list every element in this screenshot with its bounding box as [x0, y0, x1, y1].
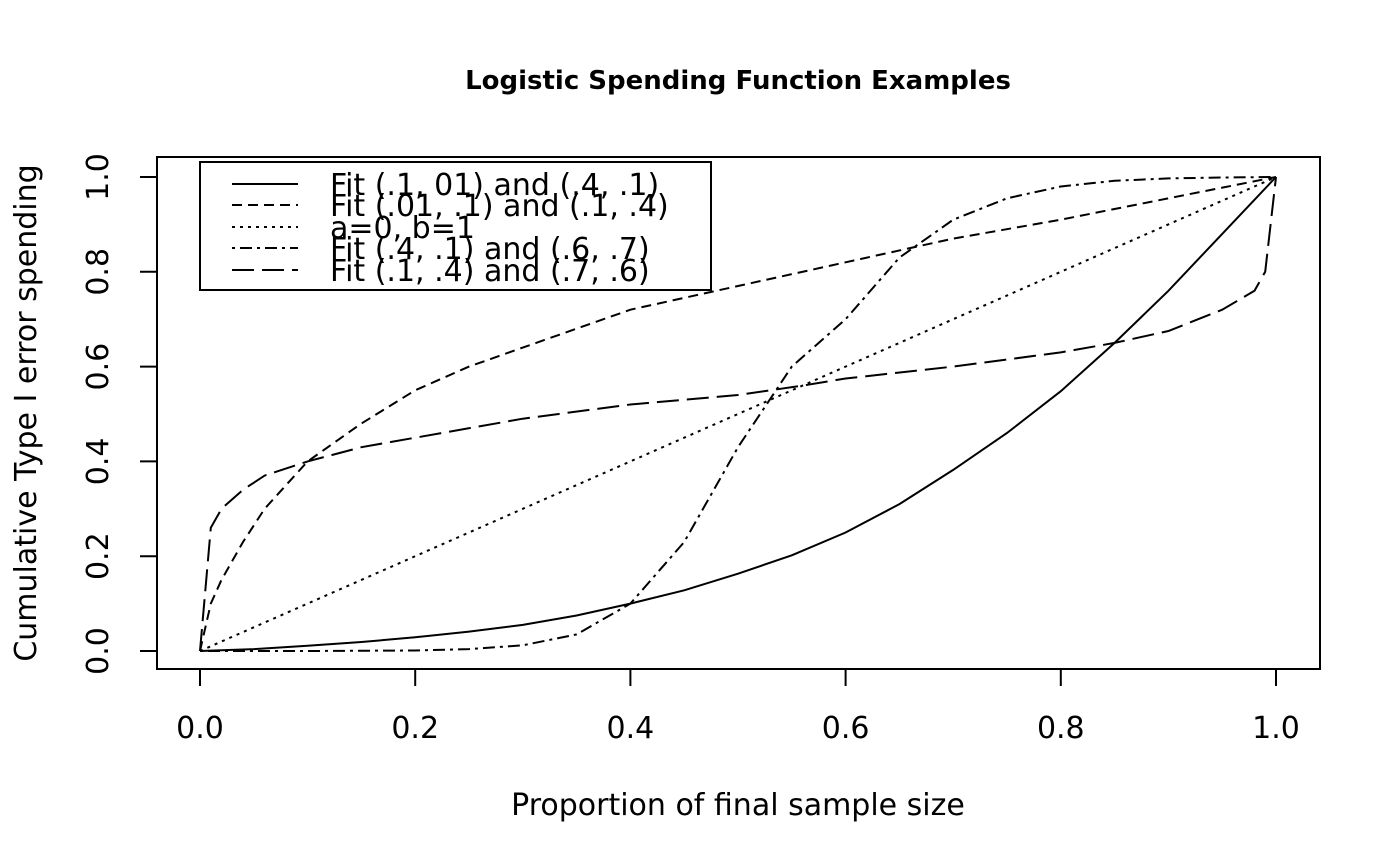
- y-tick-label: 0.4: [81, 438, 116, 486]
- series-line-4: [200, 176, 1277, 652]
- y-axis: 0.0 0.2 0.4 0.6 0.8 1.0: [81, 153, 158, 675]
- series-line-5: [199, 176, 1277, 652]
- legend-label-4: Fit (.4, .1) and (.6, .7): [330, 232, 650, 267]
- legend-label-2: Fit (.01, .1) and (.1, .4): [330, 189, 669, 224]
- series-group: [199, 176, 1277, 652]
- y-tick-label: 0.8: [81, 248, 116, 296]
- legend-box: [199, 161, 712, 291]
- x-axis: 0.0 0.2 0.4 0.6 0.8 1.0: [176, 668, 1300, 746]
- legend-label-5: Fit (.1, .4) and (.7, .6): [330, 254, 650, 289]
- y-tick-label: 0.6: [81, 343, 116, 391]
- x-tick-label: 0.2: [391, 711, 439, 746]
- x-tick-label: 0.0: [176, 711, 224, 746]
- x-tick-label: 0.4: [607, 711, 655, 746]
- chart-title: Logistic Spending Function Examples: [465, 66, 1011, 96]
- series-line-2: [199, 176, 1277, 652]
- legend-label-1: Fit (.1, 01) and (.4, .1): [330, 168, 659, 203]
- x-tick-label: 0.8: [1037, 711, 1085, 746]
- x-tick-label: 0.6: [822, 711, 870, 746]
- y-axis-label: Cumulative Type I error spending: [9, 164, 44, 661]
- legend-label-3: a=0, b=1: [330, 211, 475, 246]
- y-tick-label: 1.0: [81, 153, 116, 201]
- series-line-1: [199, 176, 1277, 652]
- y-tick-label: 0.2: [81, 532, 116, 580]
- y-tick-label: 0.0: [81, 627, 116, 675]
- legend: Fit (.1, 01) and (.4, .1)Fit (.01, .1) a…: [199, 161, 712, 291]
- x-axis-label: Proportion of final sample size: [511, 788, 965, 823]
- x-tick-label: 1.0: [1252, 711, 1300, 746]
